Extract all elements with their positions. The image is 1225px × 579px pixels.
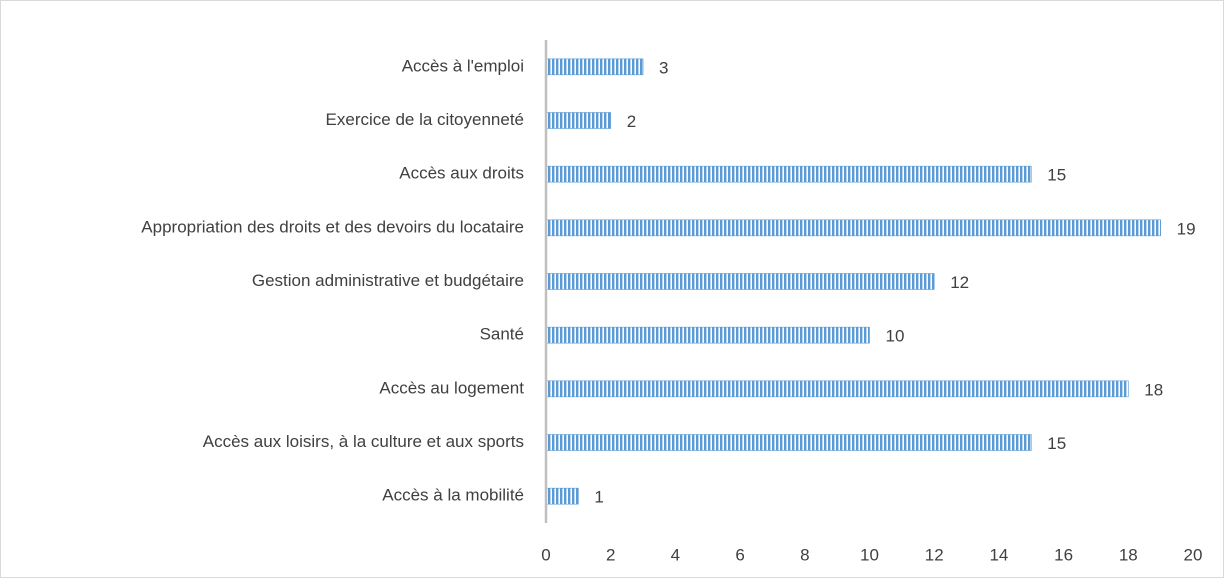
x-tick-label: 4 bbox=[671, 545, 680, 564]
x-tick-label: 10 bbox=[860, 545, 879, 564]
data-label: 19 bbox=[1177, 219, 1196, 238]
data-label: 10 bbox=[886, 327, 905, 346]
y-tick-label: Accès au logement bbox=[379, 378, 524, 397]
x-tick-label: 12 bbox=[925, 545, 944, 564]
bar bbox=[545, 58, 644, 76]
bar bbox=[545, 112, 611, 129]
bar bbox=[545, 487, 579, 505]
x-tick-label: 14 bbox=[989, 545, 1008, 564]
y-tick-label: Exercice de la citoyenneté bbox=[326, 110, 524, 129]
data-label: 12 bbox=[950, 273, 969, 292]
y-tick-label: Gestion administrative et budgétaire bbox=[252, 271, 524, 290]
bar bbox=[545, 380, 1129, 398]
y-tick-label: Accès à l'emploi bbox=[402, 56, 524, 75]
bar bbox=[545, 326, 870, 344]
y-tick-label: Accès à la mobilité bbox=[382, 486, 524, 505]
y-tick-label: Accès aux loisirs, à la culture et aux s… bbox=[203, 432, 524, 451]
y-tick-label: Santé bbox=[480, 325, 524, 344]
bar bbox=[545, 165, 1032, 183]
x-tick-label: 20 bbox=[1184, 545, 1203, 564]
data-label: 15 bbox=[1047, 166, 1066, 185]
x-tick-label: 8 bbox=[800, 545, 809, 564]
x-tick-label: 16 bbox=[1054, 545, 1073, 564]
data-label: 3 bbox=[659, 58, 668, 77]
x-tick-label: 2 bbox=[606, 545, 615, 564]
data-label: 2 bbox=[627, 112, 636, 131]
x-tick-label: 0 bbox=[541, 545, 550, 564]
x-tick-label: 18 bbox=[1119, 545, 1138, 564]
bar bbox=[545, 434, 1032, 451]
y-tick-label: Appropriation des droits et des devoirs … bbox=[141, 217, 524, 236]
y-tick-label: Accès aux droits bbox=[399, 164, 524, 183]
data-label: 15 bbox=[1047, 434, 1066, 453]
bar bbox=[545, 273, 935, 290]
bar bbox=[545, 219, 1161, 237]
x-tick-label: 6 bbox=[735, 545, 744, 564]
data-label: 18 bbox=[1144, 380, 1163, 399]
data-label: 1 bbox=[594, 488, 603, 507]
